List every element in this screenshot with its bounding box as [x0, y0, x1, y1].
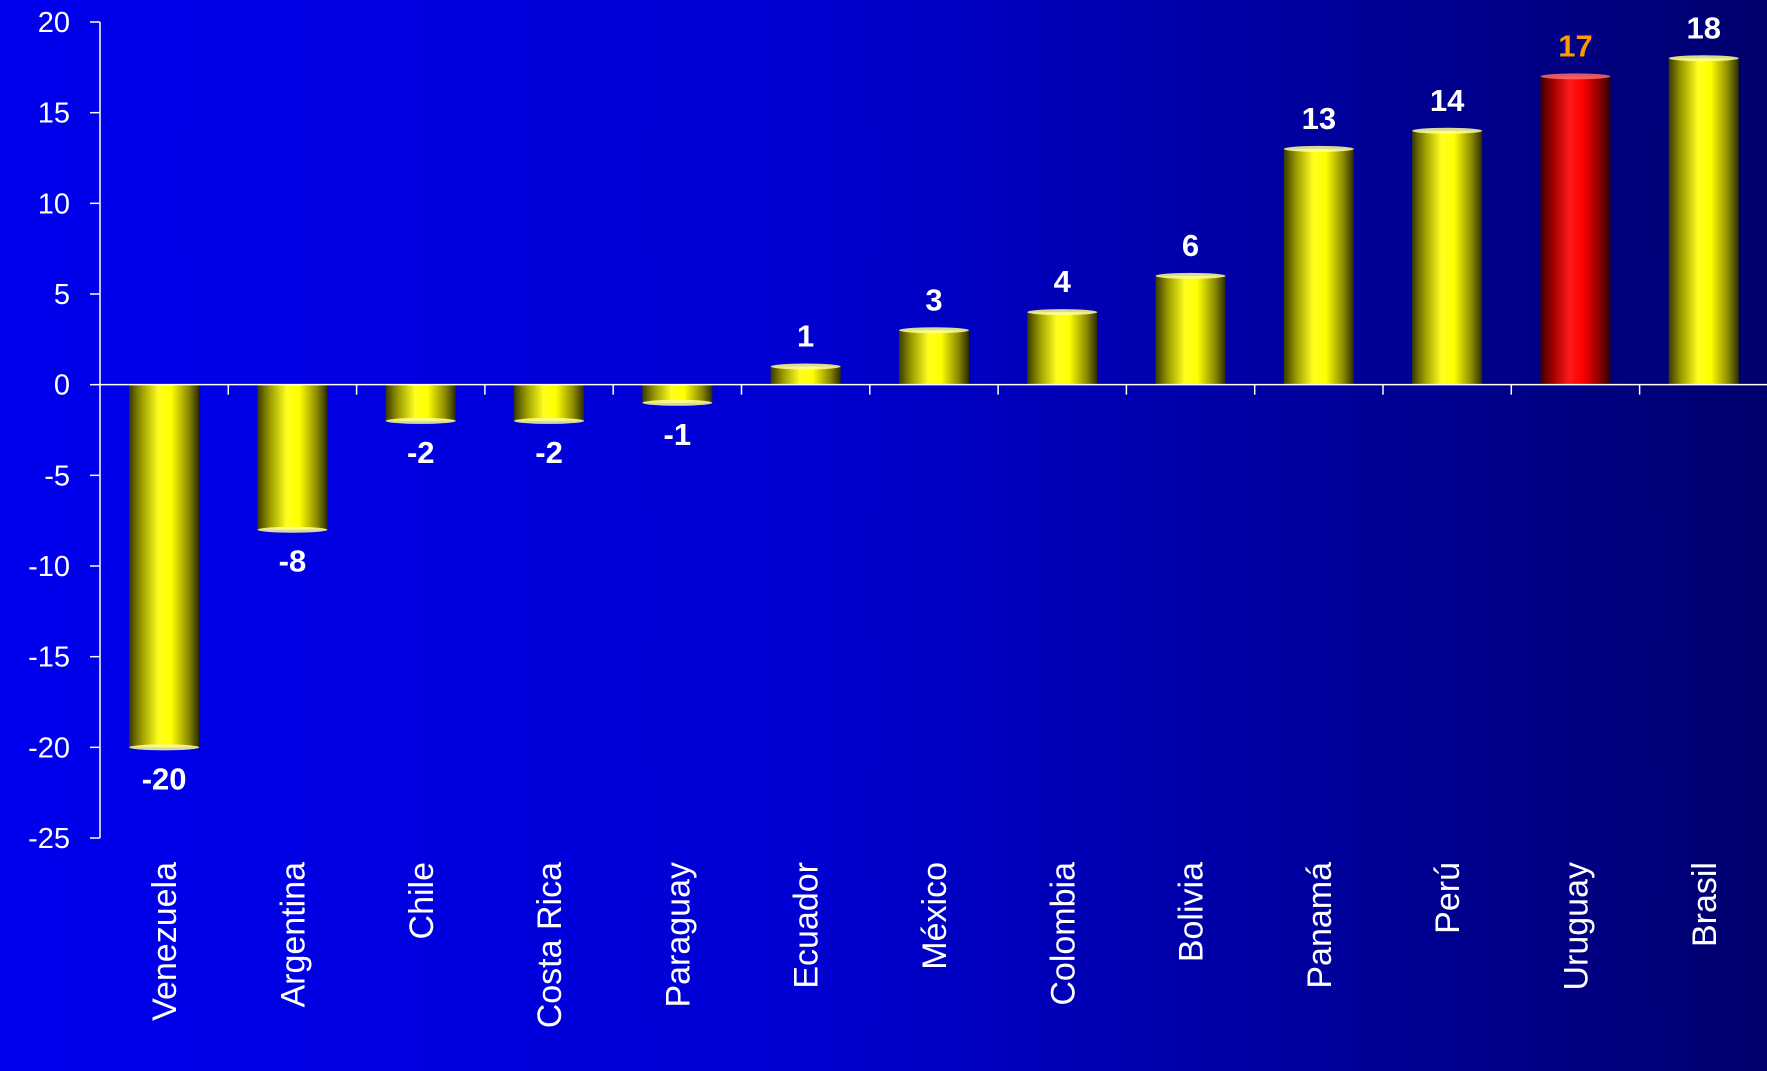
- bar: [1668, 55, 1739, 385]
- category-label: Brasil: [1686, 862, 1724, 947]
- bar-body: [1540, 76, 1611, 385]
- category-label: Paraguay: [659, 862, 697, 1008]
- category-label: Colombia: [1044, 862, 1082, 1006]
- bar: [1540, 73, 1611, 385]
- y-tick-label: -20: [28, 732, 70, 764]
- data-label: -8: [279, 544, 307, 579]
- bar-body: [1412, 130, 1483, 385]
- bar-body: [642, 384, 713, 403]
- bar: [898, 327, 969, 385]
- y-tick-label: 15: [38, 98, 70, 130]
- bar-cap: [1540, 73, 1611, 80]
- bar: [770, 363, 841, 385]
- bar: [257, 384, 328, 533]
- bar: [385, 384, 456, 424]
- y-tick-label: 10: [38, 188, 70, 220]
- bar: [1027, 309, 1098, 385]
- bar-cap: [514, 417, 585, 424]
- data-label: -20: [142, 761, 187, 796]
- bar-cap: [129, 744, 200, 751]
- bar: [1155, 272, 1226, 385]
- bar-body: [770, 366, 841, 385]
- category-label: Costa Rica: [531, 862, 569, 1028]
- bar-cap: [642, 399, 713, 406]
- bar-body: [898, 330, 969, 385]
- bar-body: [1668, 58, 1739, 385]
- bar-cap: [898, 327, 969, 334]
- bar-body: [385, 384, 456, 421]
- data-label: 6: [1182, 228, 1199, 263]
- bar-cap: [1412, 127, 1483, 134]
- data-label: 3: [925, 282, 942, 317]
- bar: [1283, 145, 1354, 385]
- bar: [1412, 127, 1483, 385]
- bar: [129, 384, 200, 751]
- category-label: Perú: [1429, 862, 1467, 934]
- category-label: Argentina: [274, 862, 312, 1008]
- bar-cap: [1283, 145, 1354, 152]
- data-label: 13: [1302, 101, 1336, 136]
- bar-cap: [770, 363, 841, 370]
- y-tick-label: 5: [54, 279, 70, 311]
- y-tick-label: -15: [28, 642, 70, 674]
- category-label: Ecuador: [788, 862, 826, 989]
- bar: [642, 384, 713, 406]
- y-tick-label: 20: [38, 7, 70, 39]
- category-label: Venezuela: [146, 862, 184, 1021]
- data-label: 18: [1687, 10, 1721, 45]
- data-label: 14: [1430, 83, 1465, 118]
- data-label: 1: [797, 319, 814, 354]
- bar-cap: [1155, 272, 1226, 279]
- bar-body: [129, 384, 200, 748]
- y-tick-label: -25: [28, 823, 70, 855]
- data-label: 4: [1054, 264, 1072, 299]
- bar-body: [1155, 275, 1226, 385]
- y-tick-label: -5: [44, 460, 70, 492]
- bars: [129, 55, 1739, 751]
- x-axis: [100, 383, 1767, 395]
- data-label: -1: [664, 417, 692, 452]
- data-label: -2: [535, 435, 563, 470]
- data-label: 17: [1558, 28, 1592, 63]
- category-label: México: [916, 862, 954, 970]
- data-label: -2: [407, 435, 435, 470]
- category-label: Panamá: [1301, 862, 1339, 989]
- y-tick-label: -10: [28, 551, 70, 583]
- bar-cap: [1668, 55, 1739, 62]
- bar-body: [514, 384, 585, 421]
- y-axis: 20 15 10 5 0 -5 -10 -15 -20 -25: [28, 7, 101, 855]
- category-label: Bolivia: [1173, 862, 1211, 962]
- bar-body: [1283, 148, 1354, 385]
- y-tick-label: 0: [54, 370, 70, 402]
- bar-cap: [1027, 309, 1098, 316]
- category-labels: Venezuela Argentina Chile Costa Rica Paragua…: [146, 862, 1724, 1028]
- bar-cap: [257, 526, 328, 533]
- category-label: Chile: [403, 862, 441, 939]
- category-label: Uruguay: [1557, 862, 1595, 991]
- bar-cap: [385, 417, 456, 424]
- bar-body: [1027, 312, 1098, 385]
- bar-body: [257, 384, 328, 530]
- bar: [514, 384, 585, 424]
